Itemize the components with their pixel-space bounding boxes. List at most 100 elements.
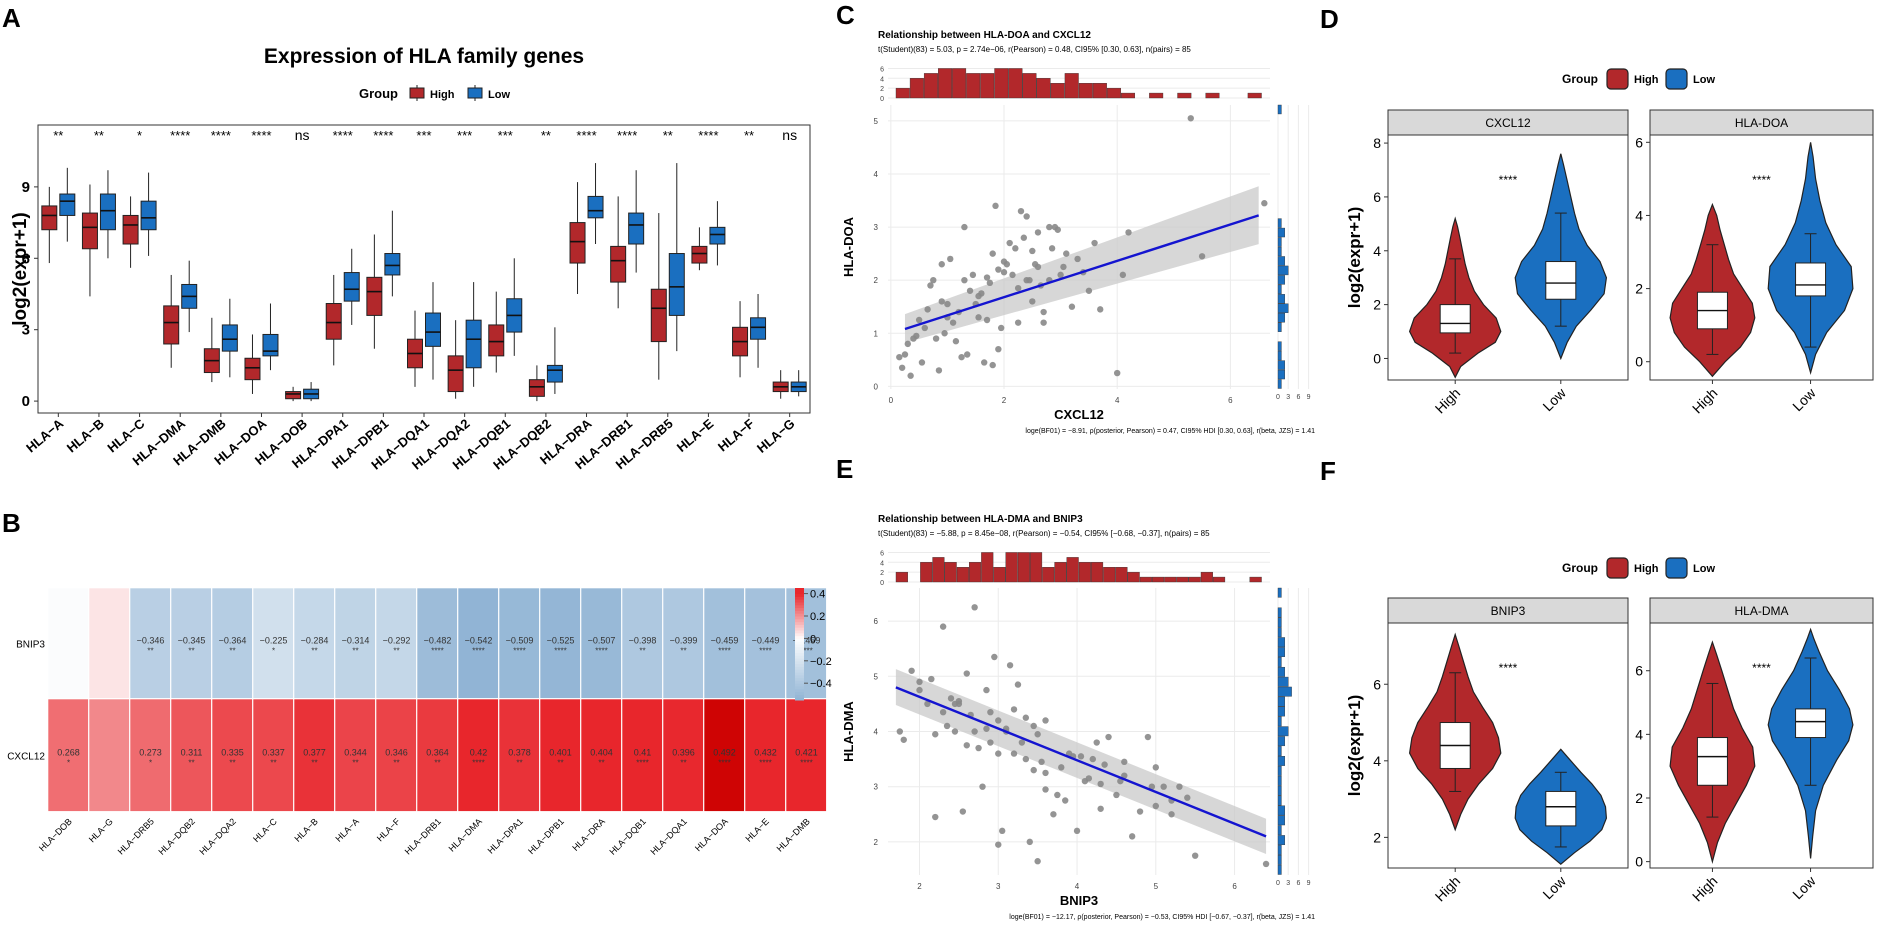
y-axis-label: HLA-DOA xyxy=(841,216,856,277)
data-point xyxy=(983,274,991,281)
data-point xyxy=(1000,258,1008,265)
top-histogram-bar xyxy=(1151,576,1165,583)
box-low xyxy=(59,193,76,216)
colorbar-tick-label: −0.4 xyxy=(810,678,832,690)
colorbar-segment xyxy=(795,674,804,679)
heatmap-significance: ** xyxy=(680,759,686,768)
top-histogram-bar xyxy=(1177,92,1192,99)
data-point xyxy=(1054,791,1061,799)
heatmap-value-label: −0.449 xyxy=(752,636,780,646)
data-point xyxy=(1063,250,1070,257)
significance-label: **** xyxy=(333,128,353,143)
x-tick-label: High xyxy=(1432,873,1464,905)
data-point xyxy=(983,316,991,324)
data-point xyxy=(951,728,959,735)
data-point xyxy=(928,675,935,683)
right-histogram-bar xyxy=(1277,726,1289,737)
colorbar-segment xyxy=(795,658,804,662)
hist-tick-label: 2 xyxy=(880,86,884,93)
legend-key-high xyxy=(1606,557,1629,579)
data-point xyxy=(1074,255,1081,263)
heatmap-significance: ** xyxy=(229,647,235,656)
heatmap-column-label: HLA−DMA xyxy=(447,816,484,853)
hist-tick-label: 4 xyxy=(880,560,884,567)
heatmap-significance: **** xyxy=(800,647,812,656)
data-point xyxy=(1125,229,1132,236)
right-histogram-bar xyxy=(1277,246,1282,257)
heatmap-column-label: HLA−DRB1 xyxy=(403,816,443,856)
top-histogram-bar xyxy=(980,73,995,99)
heatmap-significance: ** xyxy=(311,759,317,768)
colorbar-segment xyxy=(795,627,804,631)
right-histogram-bar xyxy=(1277,313,1285,323)
data-point xyxy=(995,841,1002,848)
heatmap-significance: * xyxy=(272,647,275,656)
heatmap-cell xyxy=(498,698,540,812)
y-tick-label: 6 xyxy=(1373,676,1381,692)
heatmap-value-label: 0.401 xyxy=(549,748,572,758)
top-histogram-bar xyxy=(956,567,969,583)
legend-title: Group xyxy=(1562,72,1598,86)
top-histogram-bar xyxy=(1121,92,1136,99)
box-low xyxy=(221,324,238,352)
data-point xyxy=(951,700,959,708)
x-tick-label: HLA−F xyxy=(715,416,757,455)
heatmap-column-label: HLA−DRB5 xyxy=(116,816,156,856)
x-tick-label: HLA−A xyxy=(23,415,67,455)
colorbar-segment xyxy=(795,588,804,592)
heatmap-cell xyxy=(539,587,581,699)
colorbar-segment xyxy=(795,644,804,648)
data-point xyxy=(1085,287,1093,294)
data-point xyxy=(901,351,909,358)
legend-key-low xyxy=(1665,557,1688,579)
top-histogram-bar xyxy=(994,68,1009,99)
data-point xyxy=(1085,775,1093,782)
top-histogram-bar xyxy=(1249,576,1262,583)
top-histogram-bar xyxy=(1042,567,1055,583)
panel-d-violin: Group High Low log2(expr+1) CXCL12 0 2 4 6 8 High L… xyxy=(1345,68,1874,416)
x-tick-label: HLA−B xyxy=(64,416,107,456)
heatmap-significance: **** xyxy=(718,647,730,656)
box-low xyxy=(587,195,604,219)
heatmap-value-label: 0.344 xyxy=(344,748,367,758)
significance-label: *** xyxy=(457,128,472,143)
significance-label: **** xyxy=(373,128,393,143)
heatmap-column-label: HLA−DQB2 xyxy=(156,816,197,857)
heatmap-row-label: BNIP3 xyxy=(16,640,45,651)
box-high xyxy=(650,288,667,343)
data-point xyxy=(896,353,903,361)
data-point xyxy=(939,708,947,716)
panel-label-f: F xyxy=(1320,456,1336,486)
heatmap-value-label: −0.398 xyxy=(629,636,657,646)
x-tick-label: Low xyxy=(1539,872,1569,902)
heatmap-cell xyxy=(252,587,294,699)
heatmap-column-label: HLA−A xyxy=(333,816,360,843)
heatmap-column-label: HLA−B xyxy=(292,816,319,843)
colorbar-segment xyxy=(795,666,804,670)
facet-strip-label: HLA-DOA xyxy=(1735,116,1788,130)
y-tick-label: 2 xyxy=(874,838,879,847)
data-point xyxy=(1022,714,1030,721)
box-low xyxy=(668,253,685,316)
data-point xyxy=(947,695,955,702)
data-point xyxy=(971,728,978,735)
legend-title: Group xyxy=(359,86,398,101)
data-point xyxy=(924,700,931,708)
box-high xyxy=(528,379,545,397)
data-point xyxy=(1040,308,1047,316)
heatmap-value-label: −0.542 xyxy=(465,636,493,646)
right-histogram-bar xyxy=(1277,104,1282,115)
regression-line xyxy=(895,686,1267,838)
top-histogram-bar xyxy=(1247,92,1262,99)
top-histogram-bar xyxy=(1106,87,1121,99)
colorbar-segment xyxy=(795,669,804,673)
data-point xyxy=(1042,717,1049,724)
legend-label-low: Low xyxy=(1693,563,1715,575)
data-point xyxy=(1029,247,1036,255)
right-histogram-bar xyxy=(1277,686,1292,697)
heatmap-significance: ** xyxy=(352,759,358,768)
data-point xyxy=(952,338,960,345)
top-histogram-bar xyxy=(1050,83,1065,99)
heatmap-significance: ** xyxy=(639,647,645,656)
heatmap-cell xyxy=(744,587,786,699)
